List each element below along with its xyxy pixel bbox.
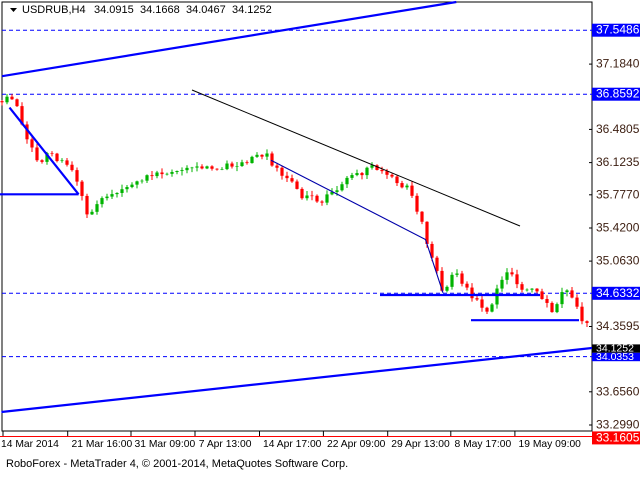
svg-text:36.1235: 36.1235 [596, 155, 640, 169]
svg-text:14 Mar 2014: 14 Mar 2014 [1, 439, 59, 450]
svg-text:31 Mar 09:00: 31 Mar 09:00 [135, 439, 196, 450]
svg-text:34.1252: 34.1252 [232, 4, 272, 16]
svg-text:7 Apr 13:00: 7 Apr 13:00 [199, 439, 252, 450]
svg-text:37.5486: 37.5486 [596, 23, 640, 37]
svg-text:21 Mar 16:00: 21 Mar 16:00 [72, 439, 133, 450]
svg-text:35.0630: 35.0630 [596, 254, 640, 268]
svg-text:35.4200: 35.4200 [596, 221, 640, 235]
svg-text:RoboForex - MetaTrader 4, © 20: RoboForex - MetaTrader 4, © 2001-2014, M… [6, 458, 348, 470]
svg-text:37.1840: 37.1840 [596, 57, 640, 71]
svg-text:34.1668: 34.1668 [140, 4, 180, 16]
svg-text:36.4805: 36.4805 [596, 122, 640, 136]
svg-text:36.8592: 36.8592 [596, 87, 640, 101]
svg-text:34.0915: 34.0915 [94, 4, 134, 16]
svg-text:33.2990: 33.2990 [596, 418, 640, 432]
svg-text:33.6560: 33.6560 [596, 384, 640, 398]
svg-text:34.0353: 34.0353 [596, 351, 634, 363]
svg-text:34.6332: 34.6332 [596, 286, 640, 300]
svg-text:35.7770: 35.7770 [596, 187, 640, 201]
svg-text:34.3595: 34.3595 [596, 319, 640, 333]
svg-text:22 Apr 09:00: 22 Apr 09:00 [327, 439, 386, 450]
svg-text:33.1605: 33.1605 [596, 430, 640, 444]
svg-text:USDRUB,H4: USDRUB,H4 [22, 4, 86, 16]
svg-text:8 May 17:00: 8 May 17:00 [455, 439, 512, 450]
svg-text:29 Apr 13:00: 29 Apr 13:00 [391, 439, 450, 450]
svg-text:14 Apr 17:00: 14 Apr 17:00 [263, 439, 322, 450]
svg-text:19 May 09:00: 19 May 09:00 [519, 439, 582, 450]
svg-text:34.0467: 34.0467 [186, 4, 226, 16]
